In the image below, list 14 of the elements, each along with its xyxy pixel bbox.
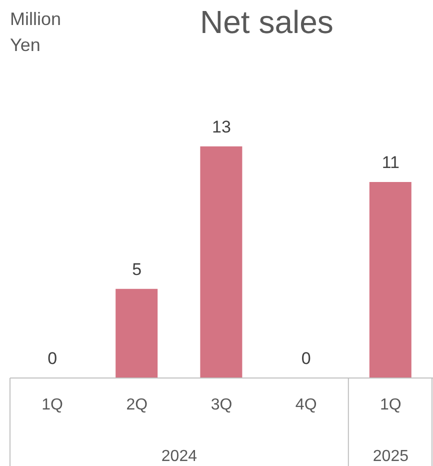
x-tick-label: 4Q xyxy=(295,396,317,414)
text: Million Yen xyxy=(10,8,62,57)
chart-title: Net sales xyxy=(200,4,334,41)
x-tick-label: 3Q xyxy=(210,396,232,414)
data-label: 0 xyxy=(48,349,58,368)
x-tick-label: 2Q xyxy=(126,396,148,414)
data-label: 5 xyxy=(132,260,142,279)
text: 2024 xyxy=(161,448,198,465)
data-label: 13 xyxy=(212,117,231,136)
x-tick-label: 1Q xyxy=(380,396,402,414)
text: 2025 xyxy=(372,448,409,465)
data-label: 11 xyxy=(382,152,400,172)
x-tick-label: 1Q xyxy=(42,396,63,414)
data-label: 0 xyxy=(301,349,311,368)
